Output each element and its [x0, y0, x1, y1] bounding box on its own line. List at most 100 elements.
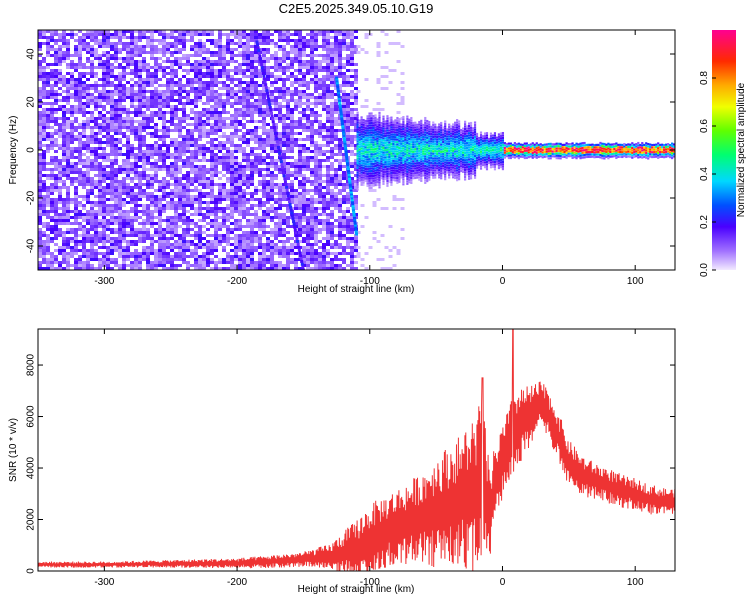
spectrogram-cell [330, 267, 334, 270]
spectrogram-cell [186, 63, 190, 66]
spectrogram-cell [342, 84, 346, 87]
spectrogram-cell [126, 234, 130, 237]
spectrogram-cell [242, 261, 246, 264]
spectrogram-cell [298, 153, 302, 156]
spectrogram-cell [202, 93, 206, 96]
spectrogram-cell [106, 186, 110, 189]
spectrogram-cell [298, 99, 302, 102]
spectrogram-cell [122, 87, 126, 90]
spectrogram-cell [218, 195, 222, 198]
spectrogram-cell [182, 204, 186, 207]
spectrogram-cell [66, 138, 70, 141]
spectrogram-cell [302, 54, 306, 57]
spectrogram-cell [62, 246, 66, 249]
spectrogram-cell [350, 96, 354, 99]
spectrogram-cell [162, 93, 166, 96]
spectrogram-cell [198, 150, 202, 153]
spectrogram-cell [122, 246, 126, 249]
spectrogram-cell [66, 189, 70, 192]
spectrogram-cell [126, 168, 130, 171]
spectrogram-cell [342, 189, 346, 192]
spectrogram-cell [102, 36, 106, 39]
spectrogram-cell [50, 75, 54, 78]
spectrogram-cell [166, 42, 170, 45]
spectrogram-cell [146, 255, 150, 258]
spectrogram-cell [334, 246, 338, 249]
spectrogram-cell [118, 123, 122, 126]
spectrogram-cell [86, 213, 90, 216]
spectrogram-cell [178, 171, 182, 174]
spectrogram-cell [38, 36, 42, 39]
spectrogram-cell [302, 81, 306, 84]
spectrogram-cell [82, 261, 86, 264]
spectrogram-cell [178, 36, 182, 39]
spectrogram-cell [90, 240, 94, 243]
spectrogram-cell [118, 63, 122, 66]
spectrogram-cell [206, 135, 210, 138]
spectrogram-cell [94, 267, 98, 270]
spectrogram-cell [66, 123, 70, 126]
spectrogram-cell [182, 63, 186, 66]
spectrogram-cell [170, 204, 174, 207]
spectrogram-cell [218, 141, 222, 144]
spectrogram-cell [90, 117, 94, 120]
spectrogram-cell [222, 153, 226, 156]
spectrogram-cell [146, 102, 150, 105]
spectrogram-cell [278, 267, 282, 270]
spectrogram-cell [94, 180, 98, 183]
spectrogram-cell [118, 198, 122, 201]
spectrogram-cell [234, 219, 238, 222]
spectrogram-cell [326, 108, 330, 111]
spectrogram-cell [210, 96, 214, 99]
spectrogram-cell [242, 141, 246, 144]
spectrogram-cell [226, 75, 230, 78]
spectrogram-cell [46, 78, 50, 81]
spectrogram-cell [122, 165, 126, 168]
spectrogram-cell [74, 33, 78, 36]
spectrogram-cell [78, 135, 82, 138]
spectrogram-cell [166, 261, 170, 264]
spectrogram-cells [38, 30, 675, 270]
spectrogram-cell [354, 135, 358, 138]
spectrogram-cell [198, 48, 202, 51]
spectrogram-cell [186, 144, 190, 147]
spectrogram-cell [110, 192, 114, 195]
spectrogram-cell [270, 33, 274, 36]
spectrogram-cell [94, 219, 98, 222]
spectrogram-cell [290, 198, 294, 201]
spectrogram-cell [62, 105, 66, 108]
spectrogram-cell [286, 156, 290, 159]
spectrogram-cell [62, 159, 66, 162]
spectrogram-cell [154, 147, 158, 150]
spectrogram-cell [218, 162, 222, 165]
spectrogram-cell [314, 234, 318, 237]
spectrogram-cell [110, 186, 114, 189]
spectrogram-cell [66, 213, 70, 216]
spectrogram-cell [346, 108, 350, 111]
spectrogram-cell [214, 222, 218, 225]
spectrogram-cell [38, 249, 42, 252]
spectrogram-cell [242, 192, 246, 195]
spectrogram-cell [150, 267, 154, 270]
spectrogram-cell [126, 177, 130, 180]
spectrogram-cell [198, 54, 202, 57]
spectrogram-cell [302, 183, 306, 186]
spectrogram-cell [138, 102, 142, 105]
spectrogram-cell [290, 195, 294, 198]
spectrogram-cell [338, 219, 342, 222]
spectrogram-cell [102, 255, 106, 258]
spectrogram-cell [110, 81, 114, 84]
spectrogram-cell [38, 114, 42, 117]
spectrogram-cell [38, 234, 42, 237]
spectrogram-cell [94, 54, 98, 57]
spectrogram-cell [38, 162, 42, 165]
spectrogram-cell [218, 51, 222, 54]
spectrogram-cell [130, 60, 134, 63]
spectrogram-cell [42, 231, 46, 234]
spectrogram-cell [166, 78, 170, 81]
spectrogram-cell [66, 171, 70, 174]
spectrogram-cell [254, 132, 258, 135]
spectrogram-cell [178, 264, 182, 267]
spectrogram-cell [110, 141, 114, 144]
spectrogram-cell [250, 213, 254, 216]
